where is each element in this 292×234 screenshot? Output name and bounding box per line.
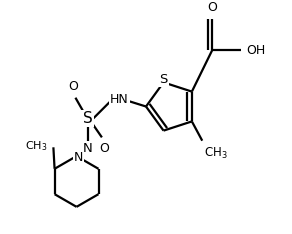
Text: O: O (207, 1, 217, 14)
Text: N: N (83, 142, 93, 155)
Text: CH$_3$: CH$_3$ (25, 139, 48, 153)
Text: OH: OH (246, 44, 266, 57)
Text: HN: HN (110, 93, 129, 106)
Text: S: S (83, 111, 93, 126)
Text: O: O (68, 80, 78, 93)
Text: S: S (159, 73, 168, 86)
Text: N: N (74, 151, 84, 164)
Text: CH$_3$: CH$_3$ (204, 146, 228, 161)
Text: O: O (99, 142, 109, 155)
